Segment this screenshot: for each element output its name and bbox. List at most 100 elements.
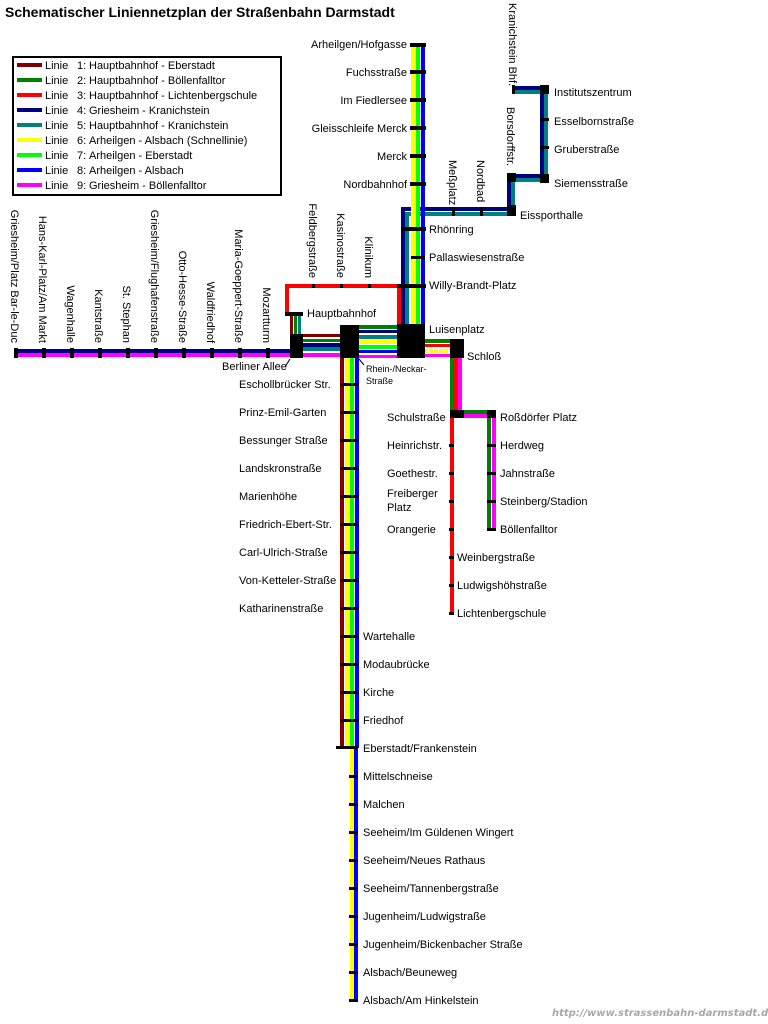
station-marker [410,43,426,47]
station-label: Alsbach/Beuneweg [363,967,457,979]
station-label: Jahnstraße [500,468,555,480]
station-label: Seeheim/Tannenbergstraße [363,883,499,895]
legend-label: Linie [45,135,68,147]
station-marker [340,383,359,386]
track-line-4 [540,88,544,178]
station-marker [449,472,454,475]
legend-label: Linie [45,165,68,177]
station-label: Feldbergstraße [306,203,318,278]
station-label: Malchen [363,799,405,811]
station-label: Klinikum [362,236,374,278]
track-line-5 [405,212,409,324]
station-marker [449,612,454,615]
legend-number: 5: [77,120,86,132]
station-marker [266,348,270,358]
station-marker [349,831,358,834]
station-marker [312,284,315,288]
track-line-3 [450,418,454,612]
station-label: Katharinenstraße [239,603,323,615]
station-label: Eberstadt/Frankenstein [363,743,477,755]
station-marker [349,775,358,778]
legend-number: 2: [77,75,86,87]
station-label: Kasinostraße [334,213,346,278]
track-line-5 [298,316,301,334]
station-label: Mozartturm [260,287,272,343]
legend-label: Linie [45,120,68,132]
station-label: Weinbergstraße [457,552,535,564]
legend-label: Linie [45,180,68,192]
station-label: Friedrich-Ebert-Str. [239,519,332,531]
station-marker [182,348,186,358]
station-label: Maria-Goeppert-Straße [232,229,244,343]
station-label: Hans-Karl-Platz/Am Markt [36,216,48,343]
station-marker [340,551,359,554]
station-label: Böllenfalltor [500,524,558,536]
station-label: Wagenhalle [64,285,76,343]
legend-number: 7: [77,150,86,162]
station-label: Straße [366,376,393,386]
station-marker [410,126,426,130]
station-hub-schloss [450,339,464,358]
track-line-5 [511,178,544,182]
track-line-5 [405,212,512,216]
track-line-3 [397,284,401,325]
station-marker [540,146,549,149]
station-marker [340,579,359,582]
station-marker [368,284,371,288]
station-marker [340,495,359,498]
track-line-4 [512,86,544,90]
station-label: Meßplatz [446,160,458,205]
station-marker [410,154,426,158]
legend-label: Linie [45,150,68,162]
station-marker [340,719,359,722]
station-marker [410,70,426,74]
track-line-9 [463,414,487,418]
track-line-5 [511,180,515,211]
station-hub-hauptbahnhof [285,312,303,316]
station-label: Lichtenbergschule [457,608,546,620]
station-label: Alsbach/Am Hinkelstein [363,995,479,1007]
track-dash-gap [433,349,434,353]
legend-route: Arheilgen - Alsbach (Schnellinie) [89,135,247,147]
legend-swatch-line-7 [17,153,42,157]
track-line-2 [303,339,340,342]
track-line-4 [358,330,397,333]
station-label: Jugenheim/Ludwigstraße [363,911,486,923]
track-line-2 [358,325,397,329]
station-marker [349,915,358,918]
station-marker [349,999,358,1002]
station-label: Nordbad [474,160,486,202]
station-marker [210,348,214,358]
track-line-2 [450,357,454,410]
website-url[interactable]: http://www.strassenbahn-darmstadt.de [552,1008,768,1019]
station-marker [70,348,74,358]
track-line-2 [424,339,450,343]
station-hub-berliner-allee [290,334,303,358]
station-marker [340,523,359,526]
station-label: Rhein-/Neckar- [366,364,427,374]
track-line-6 [358,340,397,344]
track-line-4 [401,207,405,324]
station-label: Landskronstraße [239,463,322,475]
legend-swatch-line-8 [17,168,42,172]
station-marker [450,410,464,418]
station-label: Friedhof [363,715,404,727]
legend-route: Hauptbahnhof - Böllenfalltor [89,75,226,87]
station-label: Orangerie [387,524,436,536]
legend-number: 4: [77,105,86,117]
station-label: Kranichstein Bhf. [506,3,518,86]
station-label: Mittelschneise [363,771,433,783]
station-hub-rhein-neckar [340,325,359,358]
station-marker [349,803,358,806]
station-marker [507,173,516,182]
station-label: Gruberstraße [554,144,619,156]
station-marker [349,943,358,946]
track-line-9 [358,355,397,358]
track-line-8 [354,748,358,1000]
station-label: Von-Ketteler-Straße [239,575,336,587]
legend-route: Arheilgen - Alsbach [89,165,184,177]
legend-label: Linie [45,90,68,102]
track-line-5 [512,90,544,94]
station-label: Seeheim/Im Güldenen Wingert [363,827,513,839]
station-label: Goethestr. [387,468,438,480]
